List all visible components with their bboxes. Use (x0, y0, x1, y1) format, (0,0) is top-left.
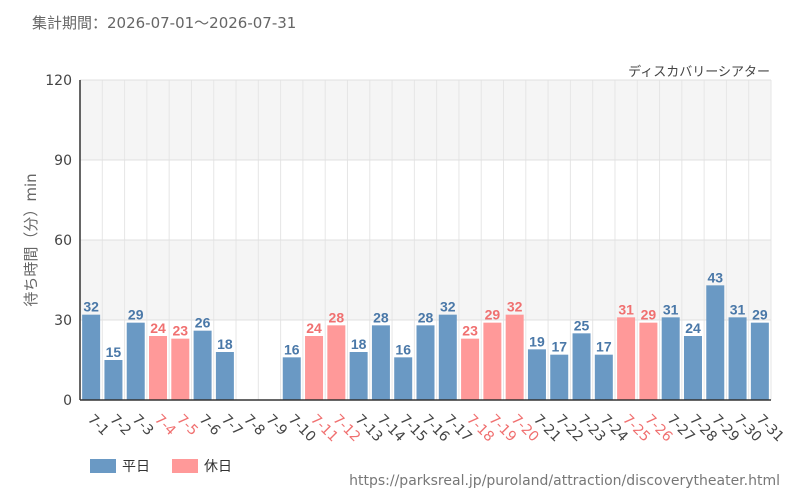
bar (505, 314, 524, 400)
bar (349, 352, 368, 400)
bar (104, 360, 123, 400)
bar (171, 338, 190, 400)
bar (416, 325, 435, 400)
x-tick-label: 7-7 (218, 412, 245, 439)
legend-item-weekday: 平日 (90, 456, 150, 476)
bar (683, 336, 702, 400)
value-label: 32 (83, 299, 99, 315)
period-label: 集計期間：2026-07-01～2026-07-31 (32, 14, 297, 32)
value-label: 28 (418, 309, 434, 325)
value-label: 28 (329, 309, 345, 325)
bar (126, 322, 145, 400)
value-label: 28 (373, 309, 389, 325)
x-tick-label: 7-4 (151, 412, 179, 440)
value-label: 24 (685, 320, 701, 336)
bar (215, 352, 234, 400)
value-label: 17 (551, 339, 567, 355)
bar (327, 325, 346, 400)
value-label: 16 (395, 341, 411, 357)
value-label: 15 (106, 344, 122, 360)
plot-band (80, 240, 771, 320)
value-label: 43 (707, 269, 723, 285)
bar (461, 338, 480, 400)
value-label: 31 (618, 301, 634, 317)
value-label: 29 (485, 307, 501, 323)
legend-swatch-holiday (172, 459, 198, 473)
bar (438, 314, 457, 400)
value-label: 29 (128, 307, 144, 323)
bar (305, 336, 324, 400)
legend-label-weekday: 平日 (122, 459, 150, 475)
y-tick-label: 120 (45, 73, 72, 89)
bar (639, 322, 658, 400)
bar (371, 325, 390, 400)
bar (594, 354, 613, 400)
bar (550, 354, 569, 400)
bar (617, 317, 636, 400)
y-axis-title: 待ち時間（分）min (22, 173, 40, 306)
value-label: 29 (641, 307, 657, 323)
plot-band (80, 160, 771, 240)
bar (661, 317, 680, 400)
value-label: 31 (730, 301, 746, 317)
value-label: 16 (284, 341, 300, 357)
legend-label-holiday: 休日 (204, 459, 232, 475)
bar (750, 322, 769, 400)
y-tick-label: 30 (54, 313, 72, 329)
y-tick-label: 90 (54, 153, 72, 169)
legend-item-holiday: 休日 (172, 456, 232, 476)
bar (728, 317, 747, 400)
value-label: 32 (440, 299, 456, 315)
x-tick-label: 7-9 (263, 412, 290, 439)
y-tick-label: 60 (54, 233, 72, 249)
bar (193, 330, 212, 400)
value-label: 23 (462, 323, 478, 339)
x-tick-label: 7-3 (129, 412, 156, 439)
value-label: 17 (596, 339, 612, 355)
bar (82, 314, 101, 400)
value-label: 24 (150, 320, 166, 336)
value-label: 29 (752, 307, 768, 323)
legend: 平日 休日 (90, 456, 232, 476)
attraction-name: ディスカバリーシアター (628, 65, 770, 80)
x-tick-label: 7-8 (240, 412, 267, 439)
legend-swatch-weekday (90, 459, 116, 473)
bar (282, 357, 301, 400)
bar (527, 349, 546, 400)
value-label: 23 (173, 323, 189, 339)
bar (394, 357, 413, 400)
value-label: 25 (574, 317, 590, 333)
value-label: 24 (306, 320, 322, 336)
x-tick-label: 7-6 (196, 412, 224, 440)
bar (572, 333, 591, 400)
x-tick-label: 7-2 (107, 412, 134, 439)
bar (149, 336, 168, 400)
x-tick-label: 7-5 (173, 412, 200, 439)
y-tick-label: 0 (63, 393, 72, 409)
value-label: 18 (217, 336, 233, 352)
value-label: 19 (529, 333, 545, 349)
value-label: 26 (195, 315, 211, 331)
source-url[interactable]: https://parksreal.jp/puroland/attraction… (349, 473, 780, 489)
plot-band (80, 80, 771, 160)
value-label: 18 (351, 336, 367, 352)
value-label: 32 (507, 299, 523, 315)
value-label: 31 (663, 301, 679, 317)
bar (483, 322, 502, 400)
bar (706, 285, 725, 400)
x-tick-label: 7-1 (84, 412, 111, 439)
